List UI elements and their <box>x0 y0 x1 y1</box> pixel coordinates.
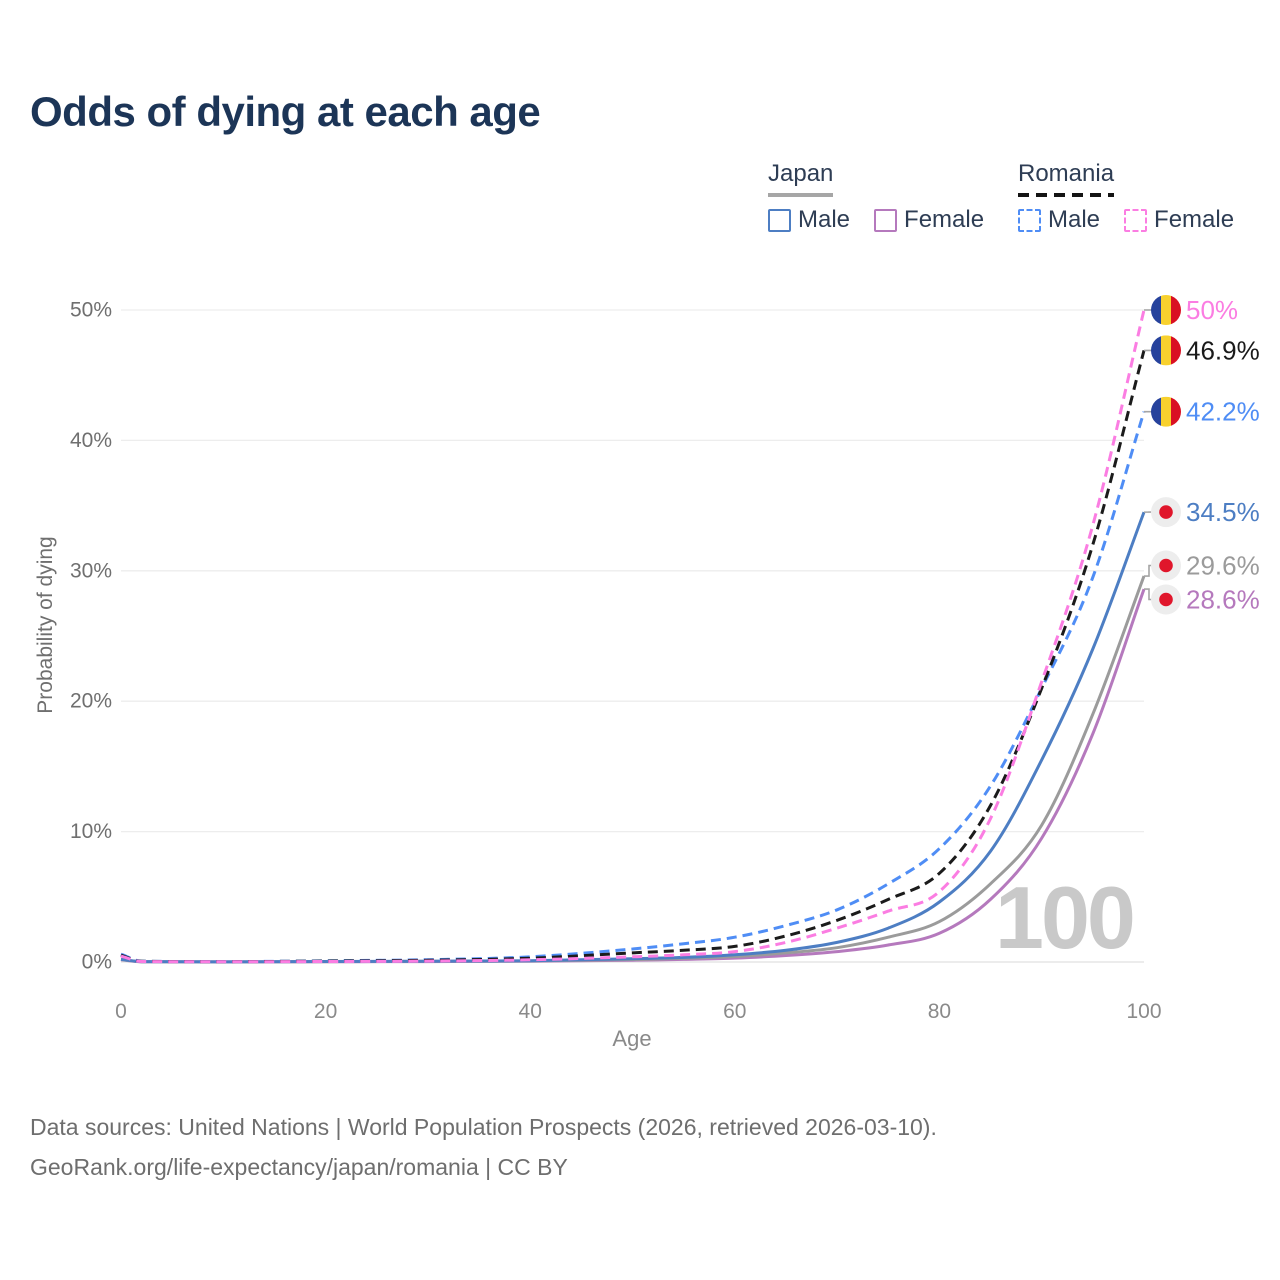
y-tick-label: 50% <box>70 299 112 322</box>
line-romania-female <box>120 309 1146 964</box>
japan-flag-icon <box>1151 550 1181 581</box>
leader-line-japan-total <box>1144 564 1152 577</box>
legend-label-japan-male: Male <box>798 206 851 233</box>
legend-item-romania-male[interactable]: Male <box>1018 206 1100 234</box>
y-tick-label: 10% <box>70 820 112 843</box>
y-tick-label: 30% <box>70 559 112 582</box>
x-tick-label: 0 <box>115 1000 127 1023</box>
end-value-romania-total: 46.9% <box>1186 335 1260 365</box>
legend-item-japan-female[interactable]: Female <box>874 206 984 234</box>
attribution-line: GeoRank.org/life-expectancy/japan/romani… <box>30 1154 568 1180</box>
end-label-japan-female: 28.6% <box>1144 584 1260 615</box>
end-value-japan-male: 34.5% <box>1186 497 1260 527</box>
japan-flag-icon <box>1151 497 1181 528</box>
x-tick-label: 80 <box>928 1000 951 1023</box>
end-value-romania-male: 42.2% <box>1186 397 1260 427</box>
end-value-japan-total: 29.6% <box>1186 551 1260 581</box>
y-tick-label: 40% <box>70 429 112 452</box>
romania-flag-icon <box>1151 396 1181 427</box>
line-japan-female <box>120 588 1146 964</box>
end-label-japan-male: 34.5% <box>1144 497 1260 528</box>
x-tick-label: 40 <box>519 1000 542 1023</box>
legend-label-japan-female: Female <box>904 206 985 233</box>
romania-flag-icon <box>1151 295 1181 325</box>
y-axis-title: Probability of dying <box>34 536 57 714</box>
age-watermark: 100 <box>995 868 1136 967</box>
japan-flag-icon <box>1151 584 1181 615</box>
legend-item-japan-male[interactable]: Male <box>768 206 850 234</box>
end-label-japan-total: 29.6% <box>1144 550 1260 581</box>
data-source-line: Data sources: United Nations | World Pop… <box>30 1114 937 1140</box>
y-tick-label: 0% <box>82 951 112 974</box>
end-value-japan-female: 28.6% <box>1186 585 1260 615</box>
legend-group-japan: Japan Male Female <box>768 160 984 234</box>
x-tick-label: 20 <box>314 1000 337 1023</box>
line-romania-total <box>120 350 1146 964</box>
legend-label-romania-male: Male <box>1048 206 1101 233</box>
legend-swatch-romania-male <box>1018 208 1041 232</box>
line-japan-total <box>120 575 1146 964</box>
line-japan-male <box>120 511 1146 964</box>
romania-flag-icon <box>1151 335 1181 366</box>
leader-line-japan-female <box>1144 588 1152 601</box>
legend-item-romania-female[interactable]: Female <box>1124 206 1234 234</box>
x-tick-label: 100 <box>1126 1000 1161 1023</box>
end-label-romania-male: 42.2% <box>1144 396 1260 427</box>
legend-swatch-romania-female <box>1124 208 1148 232</box>
legend-group-romania: Romania Male Female <box>1018 160 1234 234</box>
footer: Data sources: United Nations | World Pop… <box>30 1107 937 1187</box>
end-label-romania-female: 50% <box>1144 295 1238 325</box>
end-value-romania-female: 50% <box>1186 295 1238 325</box>
legend-swatch-japan-female <box>874 208 898 232</box>
legend-swatch-japan-male <box>768 208 791 232</box>
legend-label-romania-female: Female <box>1154 206 1235 233</box>
end-label-romania-total: 46.9% <box>1144 335 1260 366</box>
legend-group-romania-header[interactable]: Romania <box>1018 160 1114 197</box>
x-tick-label: 60 <box>723 1000 746 1023</box>
chart-title: Odds of dying at each age <box>30 88 541 135</box>
x-axis-title: Age <box>612 1026 652 1051</box>
y-tick-label: 20% <box>70 690 112 713</box>
legend-group-japan-header[interactable]: Japan <box>768 160 833 197</box>
line-romania-male <box>120 411 1146 964</box>
